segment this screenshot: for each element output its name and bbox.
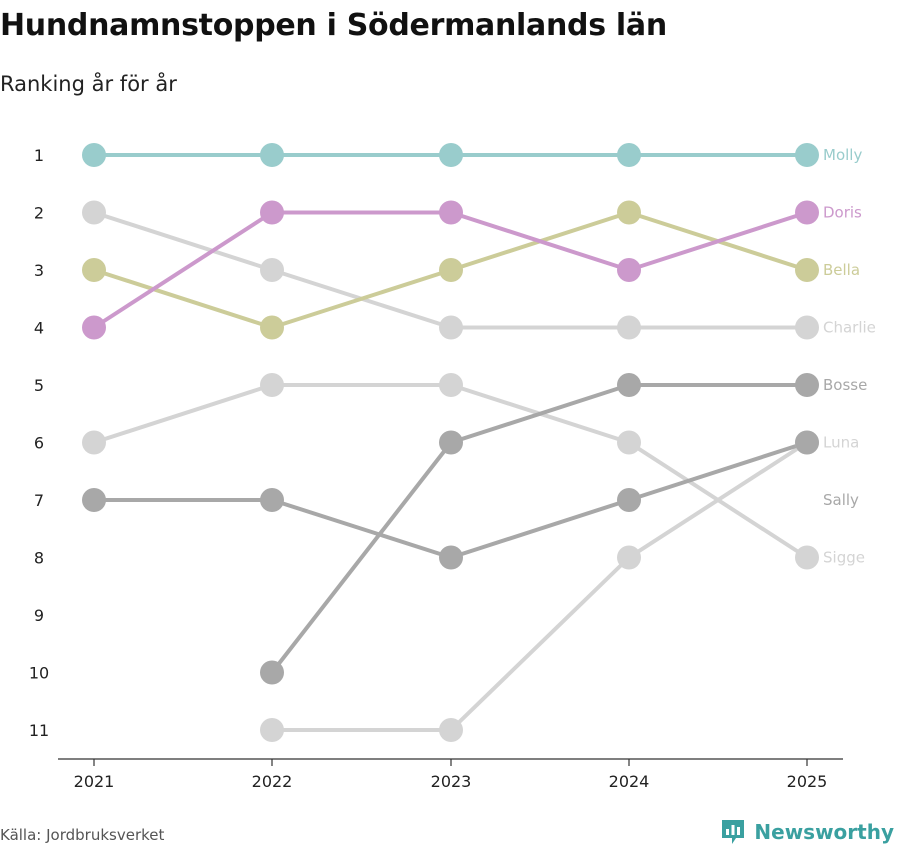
end-label-sigge: Sigge bbox=[823, 549, 865, 567]
point-doris-2021 bbox=[82, 315, 106, 340]
x-axis: 2021 2022 2023 2024 2025 bbox=[58, 758, 843, 791]
y-axis: 1 2 3 4 5 6 7 8 9 10 11 bbox=[29, 146, 49, 740]
point-sigge-2025 bbox=[795, 545, 819, 570]
point-bosse-2023 bbox=[439, 430, 463, 455]
y-tick-label: 4 bbox=[34, 319, 44, 338]
y-tick-label: 3 bbox=[34, 261, 44, 280]
end-label-doris: Doris bbox=[823, 204, 862, 222]
end-labels: Molly Doris Bella Charlie Bosse Luna Sally Sigg… bbox=[823, 146, 876, 567]
y-tick-label: 11 bbox=[29, 721, 49, 740]
series-line-luna bbox=[270, 440, 809, 732]
end-label-sally: Sally bbox=[823, 491, 859, 509]
point-doris-2025 bbox=[795, 200, 819, 225]
point-sally-2022 bbox=[260, 488, 284, 512]
point-sally-2024 bbox=[617, 488, 641, 512]
newsworthy-logo[interactable]: Newsworthy bbox=[720, 818, 894, 846]
point-bella-2023 bbox=[439, 258, 463, 282]
point-sigge-2021 bbox=[82, 430, 106, 455]
point-doris-2022 bbox=[260, 200, 284, 225]
point-charlie-2022 bbox=[260, 258, 284, 282]
point-molly-2021 bbox=[82, 143, 106, 167]
point-bosse-2022 bbox=[260, 660, 284, 685]
brand-name: Newsworthy bbox=[754, 820, 894, 844]
point-luna-2022 bbox=[260, 718, 284, 742]
point-bosse-2025 bbox=[795, 373, 819, 397]
y-tick-label: 9 bbox=[34, 606, 44, 625]
end-label-molly: Molly bbox=[823, 146, 862, 164]
point-charlie-2021 bbox=[82, 200, 106, 225]
x-tick-label: 2022 bbox=[252, 772, 293, 791]
point-sally-2025 bbox=[795, 430, 819, 455]
point-charlie-2023 bbox=[439, 315, 463, 340]
y-tick-label: 7 bbox=[34, 491, 44, 510]
point-sally-2023 bbox=[439, 545, 463, 570]
point-sigge-2024 bbox=[617, 430, 641, 455]
point-charlie-2024 bbox=[617, 315, 641, 340]
point-molly-2023 bbox=[439, 143, 463, 167]
x-tick-label: 2025 bbox=[787, 772, 828, 791]
point-bella-2021 bbox=[82, 258, 106, 282]
source-note: Källa: Jordbruksverket bbox=[0, 826, 165, 844]
point-molly-2022 bbox=[260, 143, 284, 167]
x-tick-label: 2024 bbox=[609, 772, 650, 791]
newsworthy-logo-icon bbox=[722, 820, 745, 844]
series-line-sally bbox=[92, 440, 809, 560]
x-tick-label: 2021 bbox=[74, 772, 115, 791]
y-tick-label: 2 bbox=[34, 204, 44, 223]
point-charlie-2025 bbox=[795, 315, 819, 340]
point-sally-2021 bbox=[82, 488, 106, 512]
y-tick-label: 6 bbox=[34, 434, 44, 453]
series-line-sigge bbox=[92, 383, 809, 560]
point-molly-2024 bbox=[617, 143, 641, 167]
point-sigge-2023 bbox=[439, 373, 463, 397]
end-label-bella: Bella bbox=[823, 261, 860, 279]
series-line-bosse bbox=[270, 383, 809, 675]
point-luna-2023 bbox=[439, 718, 463, 742]
chart-subtitle: Ranking år för år bbox=[0, 72, 177, 96]
point-luna-2024 bbox=[617, 545, 641, 570]
y-tick-label: 8 bbox=[34, 549, 44, 568]
y-tick-label: 10 bbox=[29, 664, 49, 683]
series-points bbox=[82, 143, 819, 742]
point-bella-2022 bbox=[260, 315, 284, 340]
chart-title: Hundnamnstoppen i Södermanlands län bbox=[0, 8, 667, 43]
point-bosse-2024 bbox=[617, 373, 641, 397]
point-doris-2024 bbox=[617, 258, 641, 282]
point-molly-2025 bbox=[795, 143, 819, 167]
point-doris-2023 bbox=[439, 200, 463, 225]
x-tick-label: 2023 bbox=[431, 772, 472, 791]
point-sigge-2022 bbox=[260, 373, 284, 397]
y-tick-label: 1 bbox=[34, 146, 44, 165]
end-label-luna: Luna bbox=[823, 434, 859, 452]
y-tick-label: 5 bbox=[34, 376, 44, 395]
end-label-charlie: Charlie bbox=[823, 319, 876, 337]
end-label-bosse: Bosse bbox=[823, 376, 867, 394]
point-bella-2024 bbox=[617, 200, 641, 225]
point-bella-2025 bbox=[795, 258, 819, 282]
